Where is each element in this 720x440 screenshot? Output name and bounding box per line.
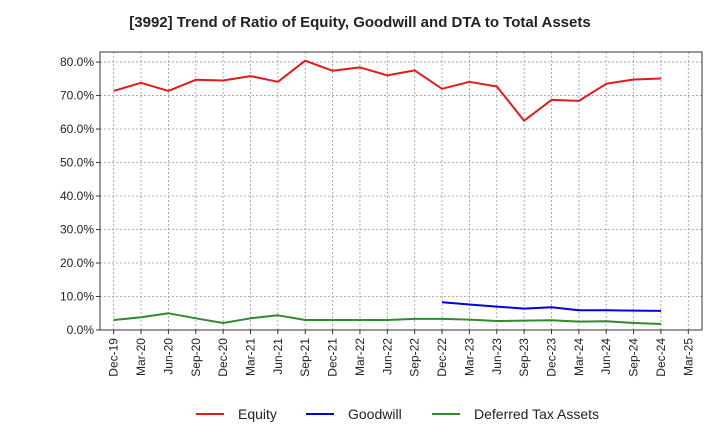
x-tick-label: Jun-22	[380, 338, 394, 375]
legend-label-equity: Equity	[238, 406, 277, 422]
y-tick-label: 50.0%	[60, 156, 94, 170]
x-tick-label: Mar-24	[572, 338, 586, 376]
chart-title: [3992] Trend of Ratio of Equity, Goodwil…	[129, 14, 591, 31]
x-tick-label: Dec-19	[107, 338, 121, 377]
y-tick-label: 30.0%	[60, 223, 94, 237]
x-tick-label: Mar-25	[681, 338, 695, 376]
x-tick-label: Sep-23	[517, 338, 531, 377]
legend-label-deferred-tax-assets: Deferred Tax Assets	[474, 406, 599, 422]
x-tick-label: Jun-20	[161, 338, 175, 375]
legend-label-goodwill: Goodwill	[348, 406, 402, 422]
y-tick-label: 10.0%	[60, 290, 94, 304]
x-tick-label: Dec-24	[654, 338, 668, 377]
x-tick-label: Dec-20	[216, 338, 230, 377]
x-tick-label: Mar-23	[462, 338, 476, 376]
x-tick-label: Jun-24	[599, 338, 613, 375]
x-tick-label: Sep-21	[298, 338, 312, 377]
x-tick-label: Dec-21	[326, 338, 340, 377]
y-tick-label: 80.0%	[60, 55, 94, 69]
plot-area	[100, 52, 702, 330]
series-line-goodwill	[441, 301, 662, 312]
x-tick-label: Dec-22	[435, 338, 449, 377]
x-tick-label: Mar-22	[353, 338, 367, 376]
x-tick-label: Jun-23	[490, 338, 504, 375]
x-tick-label: Sep-22	[408, 338, 422, 377]
plot-frame	[99, 51, 703, 331]
x-tick-label: Sep-24	[627, 338, 641, 377]
x-tick-label: Dec-23	[545, 338, 559, 377]
x-tick-label: Mar-20	[134, 338, 148, 376]
series-line-equity	[113, 59, 662, 122]
y-tick-label: 0.0%	[67, 323, 95, 337]
y-tick-label: 60.0%	[60, 122, 94, 136]
y-tick-label: 40.0%	[60, 189, 94, 203]
x-tick-label: Jun-21	[271, 338, 285, 375]
y-tick-label: 70.0%	[60, 89, 94, 103]
x-tick-label: Sep-20	[189, 338, 203, 377]
series-line-deferred-tax-assets	[113, 312, 662, 325]
y-tick-label: 20.0%	[60, 256, 94, 270]
x-tick-label: Mar-21	[244, 338, 258, 376]
